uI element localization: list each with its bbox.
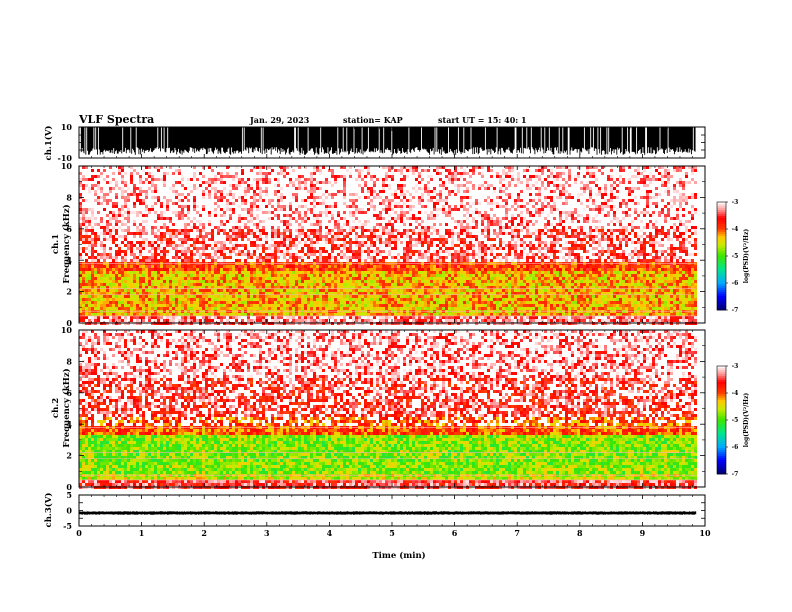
ch3-y-tick-label: 5 bbox=[66, 490, 72, 500]
ch2-colorbar: -3 -4 -5 -6 -7 log(PSD)(V²/Hz) bbox=[716, 363, 750, 478]
colorbar-tick-label: -7 bbox=[732, 471, 739, 478]
station-label: station= KAP bbox=[343, 115, 403, 125]
colorbar-tick-label: -5 bbox=[732, 417, 739, 424]
x-tick-label: 3 bbox=[264, 528, 270, 538]
start-time-label: start UT = 15: 40: 1 bbox=[438, 115, 527, 125]
ch1-waveform-panel: 10 -10 bbox=[58, 122, 706, 163]
colorbar-tick-label: -4 bbox=[732, 390, 739, 397]
ch3-ylabel: ch.3(V) bbox=[43, 493, 54, 528]
ch2-ylabel-group: ch.1 Frequency (kHz) bbox=[51, 204, 72, 283]
frequency-tick-label: 2 bbox=[66, 287, 72, 297]
colorbar-tick-label: -3 bbox=[732, 199, 739, 206]
frequency-tick-label: 0 bbox=[66, 318, 72, 328]
ch1-ylabel: ch.1(V) bbox=[43, 126, 54, 161]
colorbar-tick-label: -5 bbox=[732, 253, 739, 260]
ch2-spectrogram-cells bbox=[79, 330, 697, 489]
x-tick-label: 6 bbox=[452, 528, 458, 538]
frequency-tick-label: 8 bbox=[66, 192, 72, 202]
colorbar-tick-label: -6 bbox=[732, 280, 739, 287]
ch1-spectrogram-panel: 0 2 4 6 8 10 bbox=[61, 161, 706, 328]
x-tick-label: 7 bbox=[514, 528, 520, 538]
frequency-tick-label: 6 bbox=[66, 388, 72, 398]
ch3-waveform-trace bbox=[79, 511, 697, 515]
frequency-tick-label: 8 bbox=[66, 356, 72, 366]
x-tick-label: 10 bbox=[699, 528, 711, 538]
colorbar-tick-label: -3 bbox=[732, 363, 739, 370]
x-tick-label: 5 bbox=[389, 528, 395, 538]
x-axis-label: Time (min) bbox=[372, 550, 425, 561]
x-tick-label: 0 bbox=[76, 528, 82, 538]
colorbar-label: log(PSD)(V²/Hz) bbox=[743, 393, 750, 448]
frequency-tick-label: 2 bbox=[66, 451, 72, 461]
ch2-spectrogram-ylabel-line1: ch.2 bbox=[51, 398, 61, 418]
x-tick-label: 1 bbox=[139, 528, 145, 538]
ch1-y-tick-label: 10 bbox=[61, 122, 73, 132]
ch1-spectrogram-ylabel-line1: ch.1 bbox=[51, 234, 61, 254]
ch2-spectrogram-ylabel-line2: Frequency (kHz) bbox=[61, 368, 72, 447]
ch3-ylabel-group: ch.2 Frequency (kHz) bbox=[51, 368, 72, 447]
date-label: Jan. 29, 2023 bbox=[249, 115, 310, 125]
ch2-spectrogram-panel: 0 2 4 6 8 10 bbox=[61, 325, 706, 492]
figure-title: VLF Spectra bbox=[78, 113, 154, 126]
ch1-y-tick-label: -10 bbox=[58, 153, 73, 163]
x-tick-label: 8 bbox=[577, 528, 583, 538]
colorbar-tick-label: -7 bbox=[732, 307, 739, 314]
ch3-waveform-panel: 0 1 2 3 4 5 6 7 8 9 10 5 0 -5 bbox=[63, 490, 711, 538]
frequency-tick-label: 10 bbox=[61, 161, 73, 171]
ch1-spectrogram-cells bbox=[79, 166, 697, 325]
ch3-y-tick-label: -5 bbox=[63, 521, 72, 531]
colorbar-label: log(PSD)(V²/Hz) bbox=[743, 229, 750, 284]
frequency-tick-label: 0 bbox=[66, 482, 72, 492]
ch1-waveform-trace bbox=[80, 127, 696, 155]
ch1-spectrogram-ylabel-line2: Frequency (kHz) bbox=[61, 204, 72, 283]
frequency-tick-label: 4 bbox=[66, 255, 72, 265]
frequency-tick-label: 4 bbox=[66, 419, 72, 429]
frequency-tick-label: 6 bbox=[66, 224, 72, 234]
colorbar-tick-label: -6 bbox=[732, 444, 739, 451]
x-tick-label: 2 bbox=[201, 528, 207, 538]
ch1-colorbar: -3 -4 -5 -6 -7 log(PSD)(V²/Hz) bbox=[716, 199, 750, 314]
frequency-tick-label: 10 bbox=[61, 325, 73, 335]
colorbar-tick-label: -4 bbox=[732, 226, 739, 233]
x-tick-label: 9 bbox=[640, 528, 646, 538]
ch3-y-tick-label: 0 bbox=[66, 506, 72, 516]
x-tick-label: 4 bbox=[327, 528, 333, 538]
